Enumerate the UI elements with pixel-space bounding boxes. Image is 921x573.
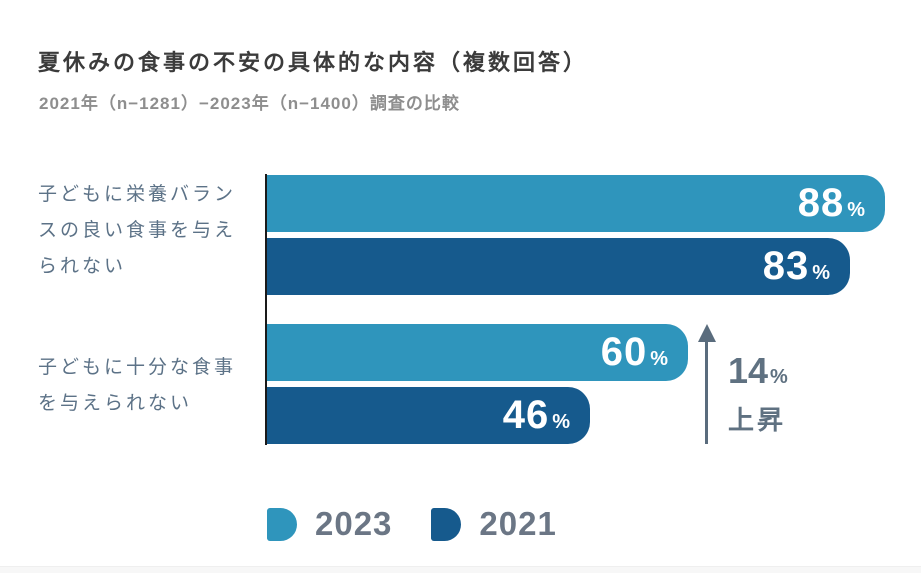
category-label-line: 子どもに十分な食事 (38, 357, 237, 378)
value-label: 88 % (798, 181, 865, 226)
legend: 2023 2021 (267, 505, 557, 543)
category-label-line: を与えられない (38, 393, 193, 414)
value-number: 83 (762, 244, 810, 288)
category-label-line: 子どもに栄養バラン (38, 184, 237, 205)
bar-2021-enough-food: 46 % (267, 387, 590, 444)
chart-title: 夏休みの食事の不安の具体的な内容（複数回答） (38, 50, 589, 75)
annotation-percent-sign: % (770, 366, 788, 388)
percent-sign: % (847, 199, 865, 221)
value-number: 60 (600, 330, 648, 374)
legend-swatch-2021 (431, 507, 462, 541)
chart-subtitle: 2021年（n−1281）−2023年（n−1400）調査の比較 (39, 94, 460, 113)
annotation-number: 14 (728, 350, 769, 391)
increase-annotation-value: 14 % (728, 350, 788, 392)
legend-swatch-2023 (267, 507, 297, 541)
bar-2021-nutrition-balance: 83 % (267, 238, 850, 295)
percent-sign: % (552, 411, 570, 433)
category-label-nutrition-balance: 子どもに栄養バラン スの良い食事を与え られない (38, 177, 270, 285)
legend-item-2021: 2021 (431, 505, 556, 543)
legend-label-2021: 2021 (479, 505, 557, 542)
category-label-enough-food: 子どもに十分な食事 を与えられない (38, 350, 270, 422)
increase-arrow-icon (705, 341, 708, 444)
percent-sign: % (812, 262, 830, 284)
category-label-line: スの良い食事を与え (38, 220, 237, 241)
category-label-line: られない (38, 256, 127, 277)
bar-2023-enough-food: 60 % (267, 324, 688, 381)
legend-label-2023: 2023 (315, 505, 393, 542)
increase-arrow-head-icon (698, 324, 716, 342)
value-label: 60 % (601, 330, 668, 375)
increase-annotation-label: 上昇 (728, 405, 787, 435)
legend-item-2023: 2023 (267, 505, 392, 543)
percent-sign: % (650, 348, 668, 370)
value-label: 83 % (763, 244, 830, 289)
increase-annotation: 14 % 上昇 (728, 350, 788, 437)
y-axis-line (265, 174, 267, 445)
bottom-divider (0, 566, 921, 573)
value-number: 88 (797, 181, 845, 225)
value-number: 46 (502, 393, 550, 437)
value-label: 46 % (503, 393, 570, 438)
bar-2023-nutrition-balance: 88 % (267, 175, 885, 232)
